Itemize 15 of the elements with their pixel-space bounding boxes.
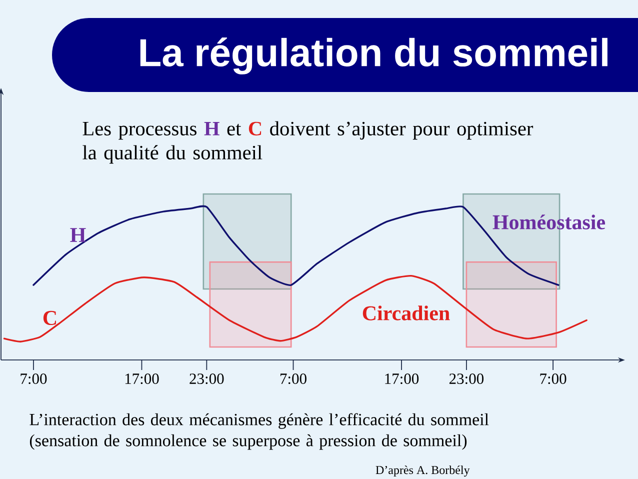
x-tick-label: 7:00 [280, 374, 306, 384]
x-tick-label: 17:00 [125, 374, 159, 384]
chart-subtitle: Les processus H et C doivent s’ajuster pour optimiser la qualité du sommeil [82, 121, 534, 164]
x-tick-label: 7:00 [20, 374, 47, 384]
text: D’après A. Borbély [376, 466, 470, 477]
x-tick-label: 23:00 [190, 374, 224, 384]
chart-title: La régulation du sommeil [140, 38, 608, 74]
annotation: Circadien [362, 306, 450, 320]
x-tick-label: 23:00 [449, 374, 484, 384]
x-tick-label: 7:00 [540, 374, 566, 384]
annotation: Homéostasie [492, 214, 606, 230]
series-label: C [43, 310, 56, 326]
text: L’interaction des deux mécanismes génère l’efficacité du sommeil (sensation de somnolence se superpose à pression de sommeil) [30, 413, 489, 450]
series-label: H [70, 228, 86, 242]
x-tick-label: 17:00 [385, 374, 419, 384]
